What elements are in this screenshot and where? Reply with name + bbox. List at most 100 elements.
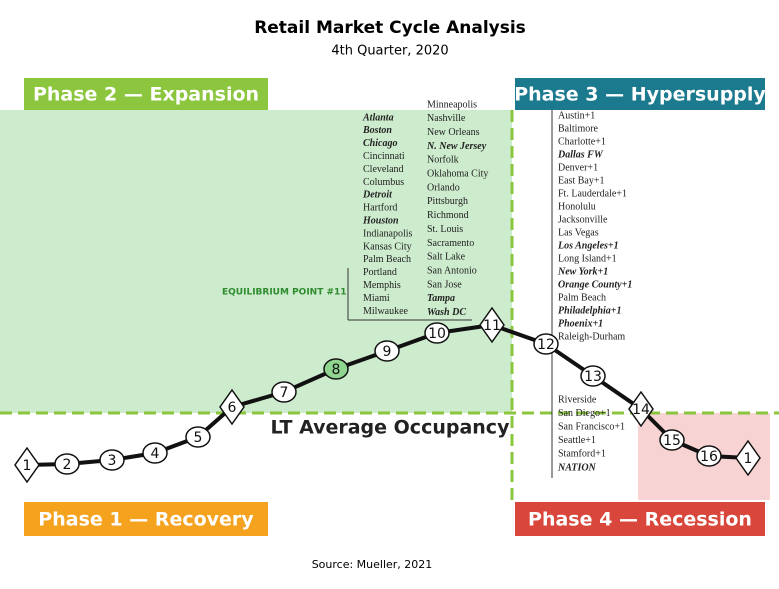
city: Denver+1 xyxy=(558,162,598,173)
node-diamond xyxy=(735,439,761,477)
node-circle xyxy=(533,333,559,355)
phase-label: Phase 3 — Hypersupply xyxy=(514,84,766,106)
city: Los Angeles+1 xyxy=(557,240,619,251)
node-circle xyxy=(580,365,606,387)
node-circle xyxy=(271,381,297,403)
phase-box xyxy=(24,502,268,536)
city: Jacksonville xyxy=(558,214,608,225)
city: Orange County+1 xyxy=(558,279,632,290)
city: Charlotte+1 xyxy=(558,136,606,147)
city: Long Island+1 xyxy=(558,253,617,264)
city: Wash DC xyxy=(427,307,466,318)
occupancy-label: LT Average Occupancy xyxy=(271,417,511,439)
city: Minneapolis xyxy=(427,99,477,110)
city: Richmond xyxy=(427,210,469,221)
subtitle: 4th Quarter, 2020 xyxy=(331,44,448,59)
node-circle xyxy=(323,358,349,380)
city: Salt Lake xyxy=(427,252,466,263)
city: Dallas FW xyxy=(557,149,604,160)
phase-box xyxy=(515,78,765,110)
node-label: 3 xyxy=(108,453,117,469)
title: Retail Market Cycle Analysis xyxy=(254,18,526,38)
phase-label: Phase 1 — Recovery xyxy=(38,509,254,531)
city: Boston xyxy=(362,125,392,136)
city: East Bay+1 xyxy=(558,175,604,186)
node-label: 12 xyxy=(537,337,555,353)
city: Kansas City xyxy=(363,241,412,252)
city: Norfolk xyxy=(427,155,459,166)
equilibrium-label: EQUILIBRIUM POINT #11 xyxy=(222,288,347,298)
city: Detroit xyxy=(362,190,393,201)
city: Phoenix+1 xyxy=(558,318,603,329)
node-circle xyxy=(142,442,168,464)
city: NATION xyxy=(557,462,597,473)
city: Philadelphia+1 xyxy=(558,305,621,316)
node-label: 11 xyxy=(483,318,501,334)
city: Pittsburgh xyxy=(427,196,468,207)
phase-label: Phase 2 — Expansion xyxy=(33,84,259,106)
city: Austin+1 xyxy=(558,110,595,121)
node-label: 6 xyxy=(228,400,237,416)
node-label: 2 xyxy=(63,457,72,473)
city: New Orleans xyxy=(427,127,480,138)
node-circle xyxy=(185,426,211,448)
node-circle xyxy=(374,340,400,362)
node-label: 7 xyxy=(280,385,289,401)
city: Nashville xyxy=(427,113,466,124)
city: Oklahoma City xyxy=(427,169,488,180)
city: San Diego+1 xyxy=(558,408,611,419)
city: San Antonio xyxy=(427,265,477,276)
node-diamond xyxy=(14,446,40,484)
source: Source: Mueller, 2021 xyxy=(312,558,433,571)
node-label: 16 xyxy=(700,449,718,465)
node-diamond xyxy=(479,306,505,344)
city: Sacramento xyxy=(427,238,474,249)
city: Tampa xyxy=(427,293,455,304)
node-label: 8 xyxy=(332,362,341,378)
phase-label: Phase 4 — Recession xyxy=(528,509,752,531)
city: Portland xyxy=(363,267,397,278)
city: Seattle+1 xyxy=(558,435,596,446)
city: Raleigh-Durham xyxy=(558,331,625,342)
phase-box xyxy=(24,78,268,110)
city: Las Vegas xyxy=(558,227,599,238)
node-circle xyxy=(424,322,450,344)
city: N. New Jersey xyxy=(426,141,487,152)
node-label: 13 xyxy=(584,369,602,385)
node-circle xyxy=(696,445,722,467)
expansion-zone xyxy=(0,110,512,413)
city: Riverside xyxy=(558,394,597,405)
city: Stamford+1 xyxy=(558,449,606,460)
node-circle xyxy=(659,429,685,451)
node-label: 1 xyxy=(23,458,32,474)
city: Palm Beach xyxy=(363,254,411,265)
city: Cincinnati xyxy=(363,151,405,162)
node-label: 10 xyxy=(428,326,446,342)
city: Hartford xyxy=(363,203,397,214)
city: Palm Beach xyxy=(558,292,606,303)
node-diamond xyxy=(628,390,654,428)
node-label: 4 xyxy=(151,446,160,462)
city: Miami xyxy=(363,293,390,304)
node-circle xyxy=(54,453,80,475)
city: Ft. Lauderdale+1 xyxy=(558,188,627,199)
node-label: 9 xyxy=(383,344,392,360)
node-label: 14 xyxy=(632,402,650,418)
city: Honolulu xyxy=(558,201,596,212)
city: Cleveland xyxy=(363,164,404,175)
city: Columbus xyxy=(363,177,404,188)
city: St. Louis xyxy=(427,224,463,235)
city: Atlanta xyxy=(362,112,394,123)
node-circle xyxy=(99,449,125,471)
city: Chicago xyxy=(363,138,397,149)
city: San Francisco+1 xyxy=(558,421,625,432)
city: Baltimore xyxy=(558,123,599,134)
city: Memphis xyxy=(363,280,401,291)
node-label: 1 xyxy=(744,451,753,467)
city: San Jose xyxy=(427,279,462,290)
city: Indianapolis xyxy=(363,228,413,239)
city: Houston xyxy=(362,215,399,226)
city: New York+1 xyxy=(557,266,608,277)
node-label: 5 xyxy=(194,430,203,446)
